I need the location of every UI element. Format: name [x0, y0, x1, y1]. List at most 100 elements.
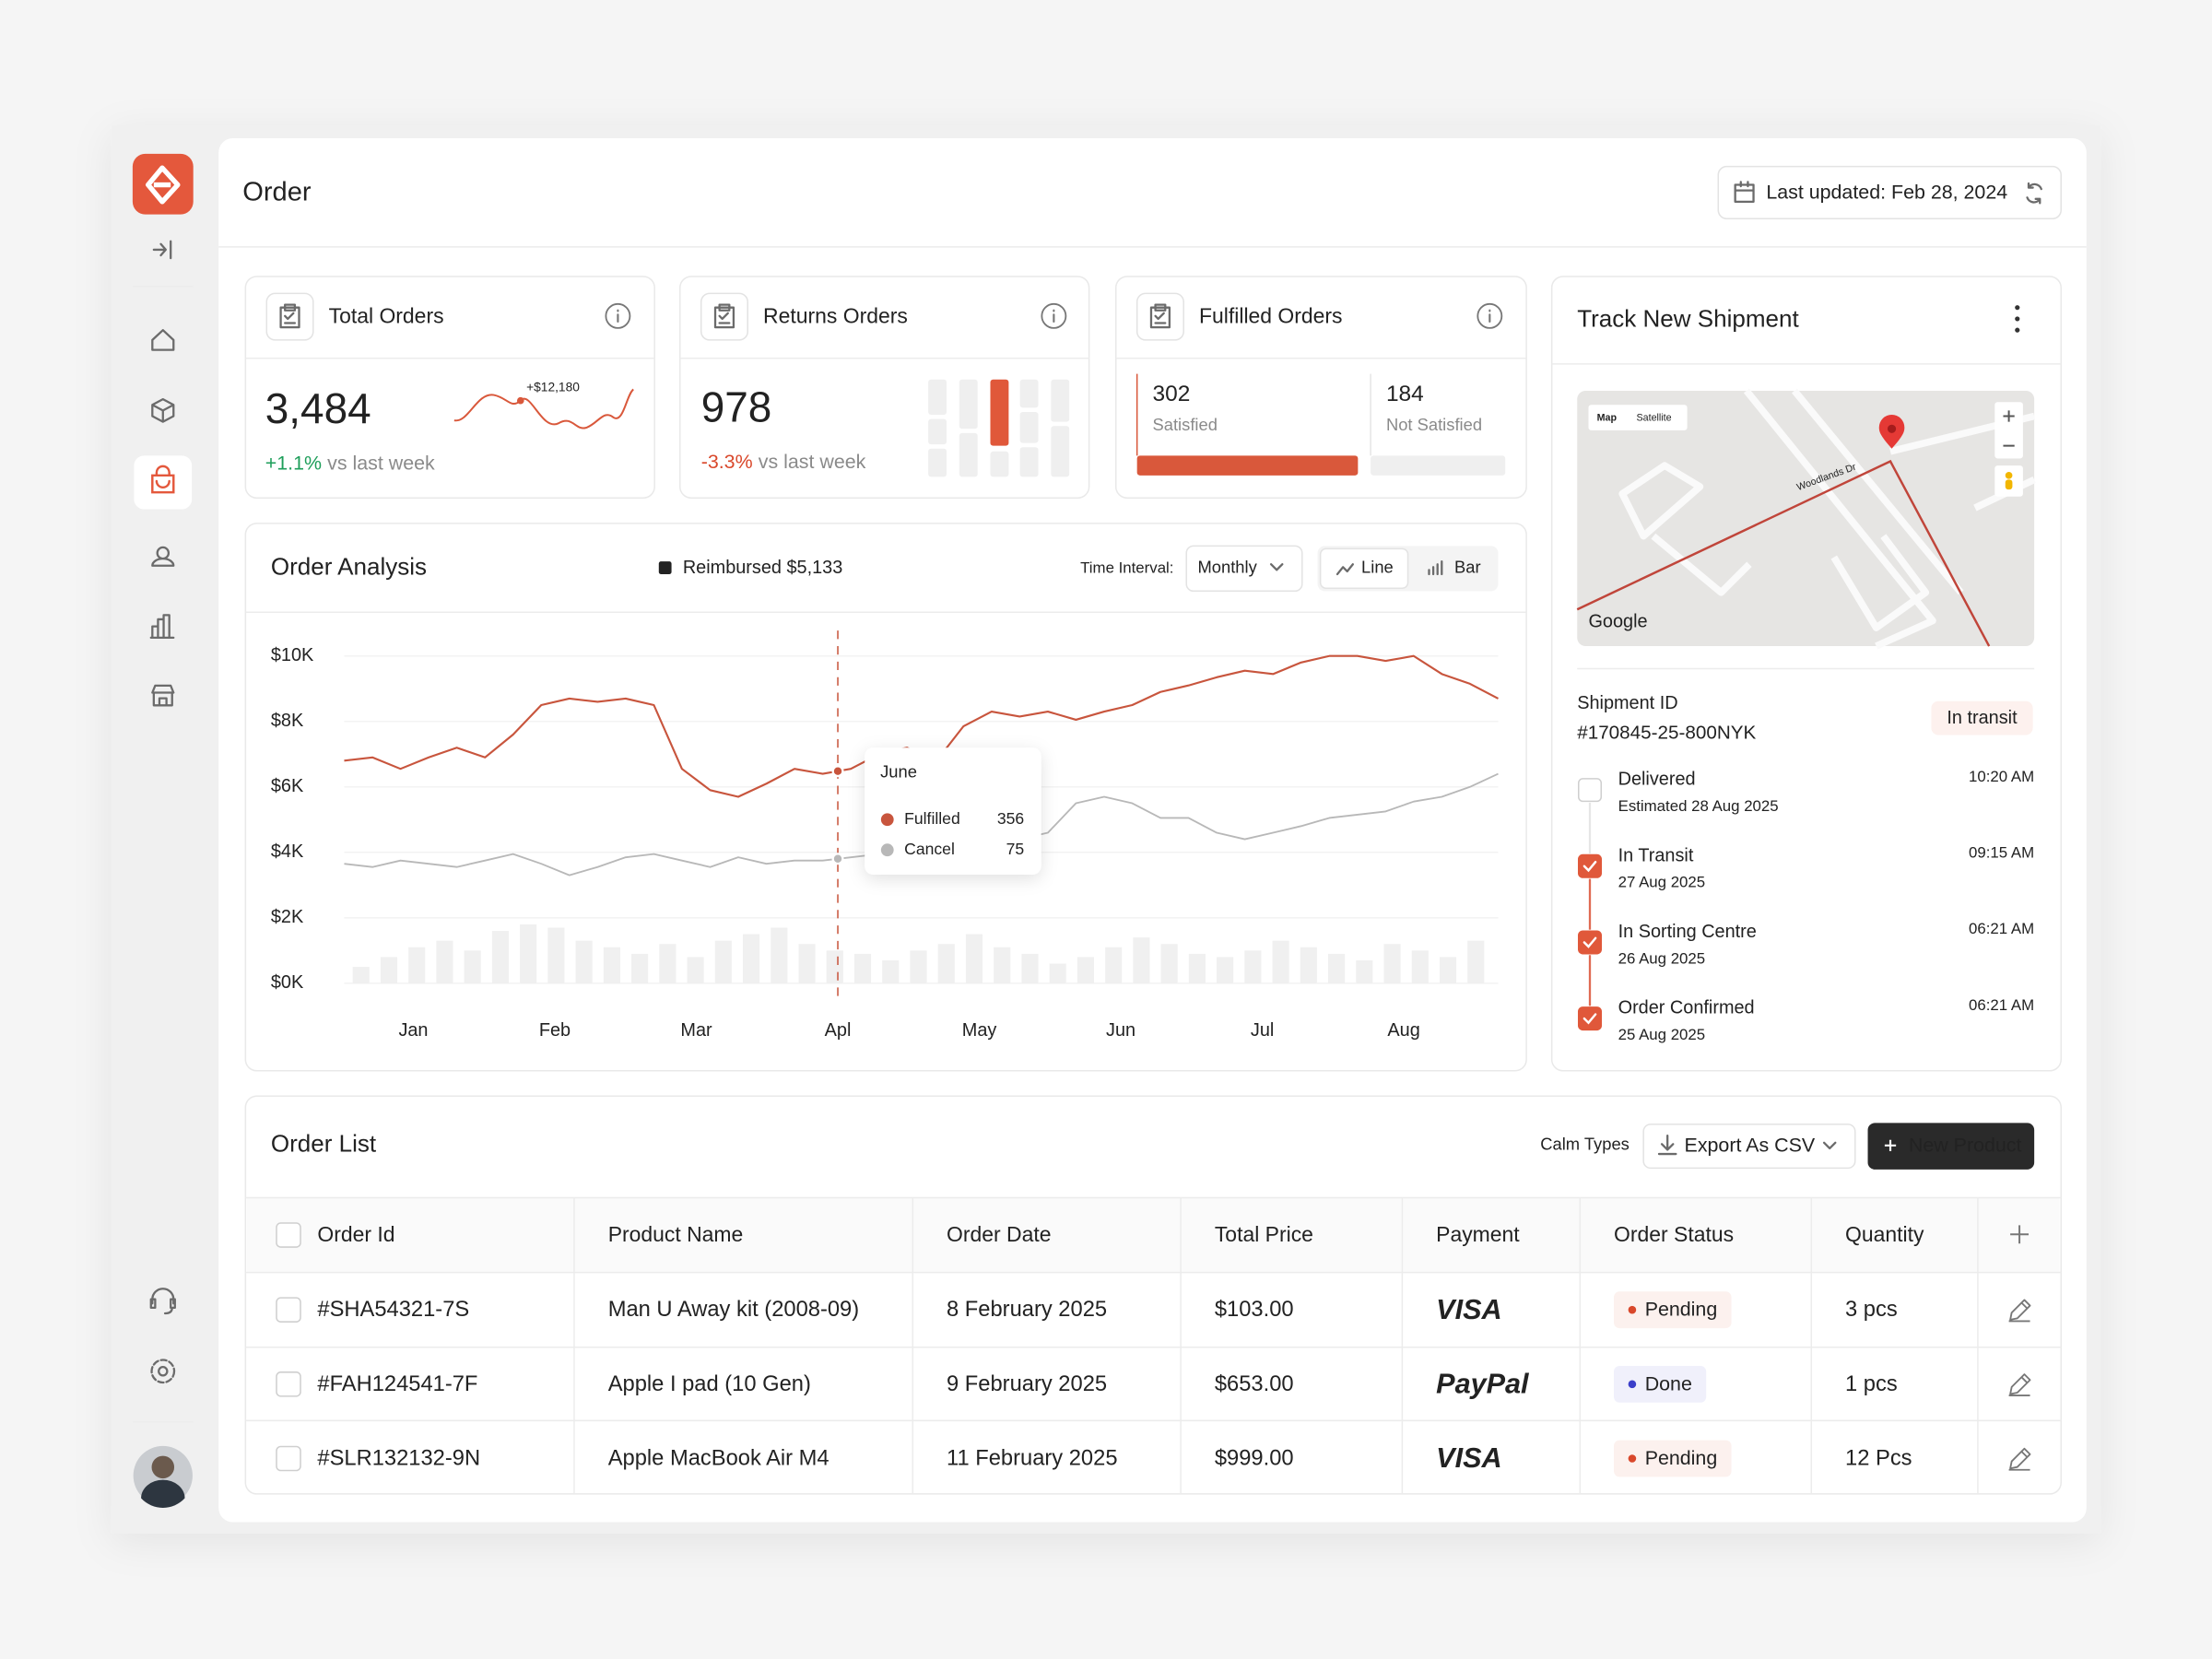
cell: 11 February 2025 — [947, 1447, 1117, 1471]
last-updated-button[interactable] — [1717, 165, 2062, 220]
new-product-button[interactable] — [1867, 1123, 2035, 1170]
shipment-title: Track New Shipment — [1577, 304, 1799, 332]
y-tick-label: $6K — [271, 776, 304, 796]
volume-bar — [464, 950, 481, 983]
y-tick-label: $0K — [271, 972, 304, 993]
not-satisfied-bar — [1371, 455, 1506, 476]
nav-settings[interactable] — [150, 1359, 176, 1384]
export-button[interactable] — [1642, 1124, 1856, 1170]
export-label: Export As CSV — [1685, 1134, 1816, 1156]
nav-active-bg — [134, 455, 193, 510]
volume-bar — [1244, 950, 1262, 983]
map-type-control[interactable] — [1588, 405, 1688, 430]
column-header: Payment — [1436, 1222, 1520, 1246]
legend-note: Reimbursed $5,133 — [683, 558, 842, 578]
payment-method: VISA — [1436, 1294, 1501, 1325]
edit-icon[interactable] — [2008, 1447, 2031, 1471]
volume-bar — [380, 957, 398, 983]
column-rules — [573, 1197, 1979, 1494]
nav-store[interactable] — [151, 684, 175, 707]
line-icon — [1335, 563, 1355, 576]
step-check — [1577, 853, 1603, 878]
interval-dropdown[interactable] — [1185, 545, 1303, 593]
nav-support[interactable] — [149, 1288, 176, 1315]
volume-bar — [659, 944, 677, 983]
info-icon[interactable] — [605, 302, 631, 329]
satisfied-count: 302 — [1153, 382, 1191, 406]
filter-label[interactable]: Calm Types — [1540, 1135, 1630, 1154]
more-menu[interactable] — [2015, 305, 2020, 333]
order-list: Order List Calm Types Export As CSV New … — [244, 1095, 2062, 1495]
info-icon[interactable] — [1477, 302, 1503, 329]
step-date: 25 Aug 2025 — [1618, 1026, 1706, 1043]
status-badge — [1614, 1440, 1732, 1477]
sparkline — [453, 388, 634, 429]
map[interactable]: Map Satellite Woodlands Dr Google — [1576, 388, 2036, 650]
collapse-icon[interactable] — [152, 240, 172, 260]
cell: 8 February 2025 — [947, 1298, 1107, 1322]
stat-card — [678, 276, 1090, 500]
view-line-button[interactable] — [1319, 547, 1409, 590]
nav-products[interactable] — [151, 398, 175, 423]
volume-bar — [352, 967, 370, 983]
shipment-status: In transit — [1947, 708, 2018, 728]
stat-icon — [713, 303, 735, 329]
row-checkbox[interactable] — [276, 1445, 301, 1472]
step-title: Delivered — [1618, 770, 1696, 790]
y-tick-label: $10K — [271, 645, 314, 665]
pegman — [2005, 471, 2013, 479]
stat-change: -3.3% — [701, 451, 753, 473]
column-header: Quantity — [1845, 1222, 1924, 1246]
volume-bar — [1356, 959, 1373, 983]
map-type-satellite[interactable]: Satellite — [1637, 413, 1672, 424]
nav-home[interactable] — [151, 329, 175, 351]
cell: $653.00 — [1215, 1372, 1294, 1396]
nav-customers[interactable] — [151, 546, 175, 567]
nav-orders[interactable] — [151, 465, 175, 494]
row-checkbox[interactable] — [276, 1297, 301, 1323]
pegman-body — [2005, 479, 2013, 490]
info-icon[interactable] — [1041, 302, 1067, 329]
add-column[interactable] — [2010, 1225, 2030, 1244]
step-date: Estimated 28 Aug 2025 — [1618, 797, 1779, 815]
y-tick-label: $8K — [271, 711, 304, 731]
bar-icon[interactable] — [1428, 560, 1443, 576]
volume-bar — [826, 950, 843, 983]
nav-analytics[interactable] — [149, 614, 175, 639]
volume-bar — [937, 944, 955, 983]
step-title: In Sorting Centre — [1618, 922, 1757, 942]
volume-bar — [965, 934, 983, 983]
stat-title: Returns Orders — [763, 303, 908, 327]
edit-icon[interactable] — [2008, 1373, 2031, 1396]
volume-bar — [603, 947, 620, 983]
select-all[interactable] — [276, 1222, 301, 1248]
x-tick-label: May — [962, 1020, 997, 1041]
cell: Apple MacBook Air M4 — [608, 1447, 830, 1471]
volume-bar — [742, 934, 760, 983]
edit-icon[interactable] — [2008, 1299, 2031, 1323]
stat-returns: Returns Orders 978 -3.3% vs last week — [678, 276, 1090, 500]
volume-bar — [1328, 953, 1346, 983]
volume-bar — [1439, 957, 1457, 983]
cell: #SHA54321-7S — [317, 1298, 469, 1322]
volume-bar — [1300, 947, 1317, 983]
map-type-map[interactable]: Map — [1597, 413, 1618, 424]
refresh-icon[interactable] — [2026, 182, 2042, 205]
cell: $999.00 — [1215, 1447, 1294, 1471]
tooltip-value: 75 — [1006, 840, 1025, 858]
tooltip-swatch — [880, 843, 894, 857]
zoom-control[interactable] — [1994, 402, 2023, 459]
chevron — [1822, 1141, 1837, 1150]
volume-bar — [771, 927, 788, 983]
download-icon — [1657, 1134, 1677, 1156]
volume-bar — [1467, 940, 1485, 983]
cell: #FAH124541-7F — [317, 1372, 477, 1396]
step-check — [1577, 778, 1603, 803]
status-badge — [1931, 700, 2033, 735]
row-checkbox[interactable] — [276, 1371, 301, 1397]
step-date: 26 Aug 2025 — [1618, 949, 1706, 967]
volume-bar — [1188, 953, 1206, 983]
stat-change-row: -3.3% vs last week — [701, 451, 866, 473]
